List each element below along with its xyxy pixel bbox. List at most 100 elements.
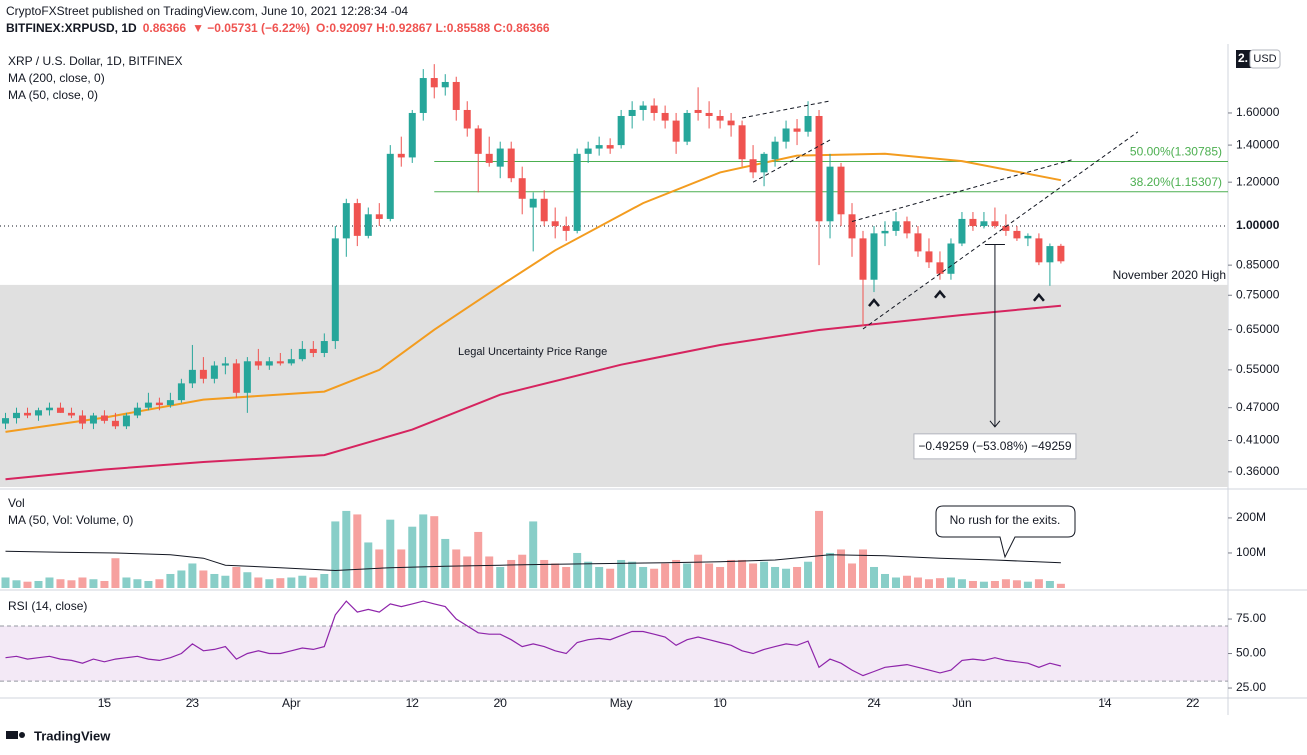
y-tick-label: 200M xyxy=(1236,510,1266,524)
x-tick-label: 10 xyxy=(713,696,727,710)
candle-body xyxy=(463,109,471,129)
candle-body xyxy=(122,415,130,427)
volume-bar xyxy=(320,573,329,588)
candle-body xyxy=(782,128,790,142)
volume-bar xyxy=(23,581,32,588)
candle-body xyxy=(34,410,42,416)
candle-body xyxy=(661,112,669,121)
volume-bar xyxy=(287,577,296,588)
legend-entry: MA (50, close, 0) xyxy=(8,88,98,102)
candle-body xyxy=(925,251,933,263)
volume-bar xyxy=(694,554,703,588)
candle-body xyxy=(397,153,405,158)
hline-label: 1.00000 xyxy=(1236,218,1280,232)
legend-entry: MA (50, Vol: Volume, 0) xyxy=(8,513,133,527)
candle-body xyxy=(991,221,999,227)
volume-bar xyxy=(595,566,604,588)
volume-bar xyxy=(848,563,857,588)
callout-text: No rush for the exits. xyxy=(950,513,1061,527)
volume-bar xyxy=(891,577,900,588)
candle-body xyxy=(100,415,108,421)
candle-body xyxy=(89,415,97,424)
candle-body xyxy=(881,230,889,234)
ohlc: O:0.92097 H:0.92867 L:0.85588 C:0.86366 xyxy=(316,21,550,35)
volume-bar xyxy=(364,542,373,588)
candle-body xyxy=(870,233,878,280)
candle-body xyxy=(1035,238,1043,263)
volume-bar xyxy=(507,559,516,588)
volume-bar xyxy=(78,577,87,588)
footer-brand: TradingView xyxy=(34,728,111,743)
volume-bar xyxy=(199,570,208,588)
volume-bar xyxy=(221,575,230,588)
candle-body xyxy=(254,361,262,366)
candle-body xyxy=(496,148,504,167)
change: ▼ −0.05731 (−6.22%) xyxy=(192,21,311,35)
candle-body xyxy=(540,198,548,222)
candle-body xyxy=(815,115,823,222)
volume-bar xyxy=(957,579,966,588)
candle-body xyxy=(210,365,218,379)
candle-body xyxy=(12,412,20,419)
volume-bar xyxy=(968,580,977,588)
volume-bar xyxy=(804,561,813,588)
volume-bar xyxy=(452,549,461,588)
volume-bar xyxy=(430,516,439,588)
candle-body xyxy=(177,383,185,401)
y-tick-label: 0.41000 xyxy=(1236,433,1280,447)
candle-body xyxy=(628,109,636,116)
candle-body xyxy=(309,348,317,353)
y-tick-label: 0.85000 xyxy=(1236,257,1280,271)
volume-bar xyxy=(441,538,450,588)
candle-body xyxy=(584,148,592,154)
rsi-line xyxy=(5,600,1062,677)
volume-bar xyxy=(1012,580,1021,588)
symbol: BITFINEX:XRPUSD, 1D xyxy=(6,21,137,35)
currency-button[interactable] xyxy=(1249,49,1281,69)
moving-average xyxy=(5,304,1061,481)
zone-label: Legal Uncertainty Price Range xyxy=(458,346,607,358)
volume-bar xyxy=(1023,581,1032,588)
caret-marker xyxy=(868,298,880,307)
trendline xyxy=(851,159,1073,222)
candle-body xyxy=(518,178,526,199)
volume-bar xyxy=(793,566,802,588)
candle-body xyxy=(430,78,438,88)
x-tick-label: 22 xyxy=(1186,696,1200,710)
candle-body xyxy=(892,221,900,231)
candle-body xyxy=(56,407,64,413)
candle-body xyxy=(45,407,53,411)
volume-bar xyxy=(870,566,879,588)
y-tick-label: 1.20000 xyxy=(1236,174,1280,188)
y-tick-label: 1.40000 xyxy=(1236,137,1280,151)
candle-body xyxy=(562,226,570,231)
candle-body xyxy=(529,198,537,208)
candle-body xyxy=(474,128,482,154)
volume-bar xyxy=(1001,579,1010,588)
volume-bar xyxy=(749,563,758,588)
volume-bar xyxy=(946,577,955,588)
volume-bar xyxy=(188,563,197,588)
candle-body xyxy=(804,115,812,132)
candle-body xyxy=(969,218,977,227)
candle-body xyxy=(705,112,713,116)
candle-body xyxy=(606,145,614,149)
candle-body xyxy=(826,166,834,222)
candle-body xyxy=(947,243,955,274)
candle-body xyxy=(386,153,394,219)
volume-bar xyxy=(210,573,219,588)
caret-marker xyxy=(934,289,946,299)
y-tick-label: 25.00 xyxy=(1236,680,1266,694)
candle-body xyxy=(716,115,724,121)
volume-bar xyxy=(45,577,54,588)
candle-body xyxy=(342,203,350,239)
candle-body xyxy=(1013,230,1021,239)
volume-bar xyxy=(12,580,21,588)
volume-bar xyxy=(705,563,714,588)
y-tick-label: 100M xyxy=(1236,545,1266,559)
volume-bar xyxy=(342,510,351,588)
candle-body xyxy=(507,148,515,179)
volume-ma xyxy=(5,550,1061,572)
volume-bar xyxy=(529,521,538,588)
